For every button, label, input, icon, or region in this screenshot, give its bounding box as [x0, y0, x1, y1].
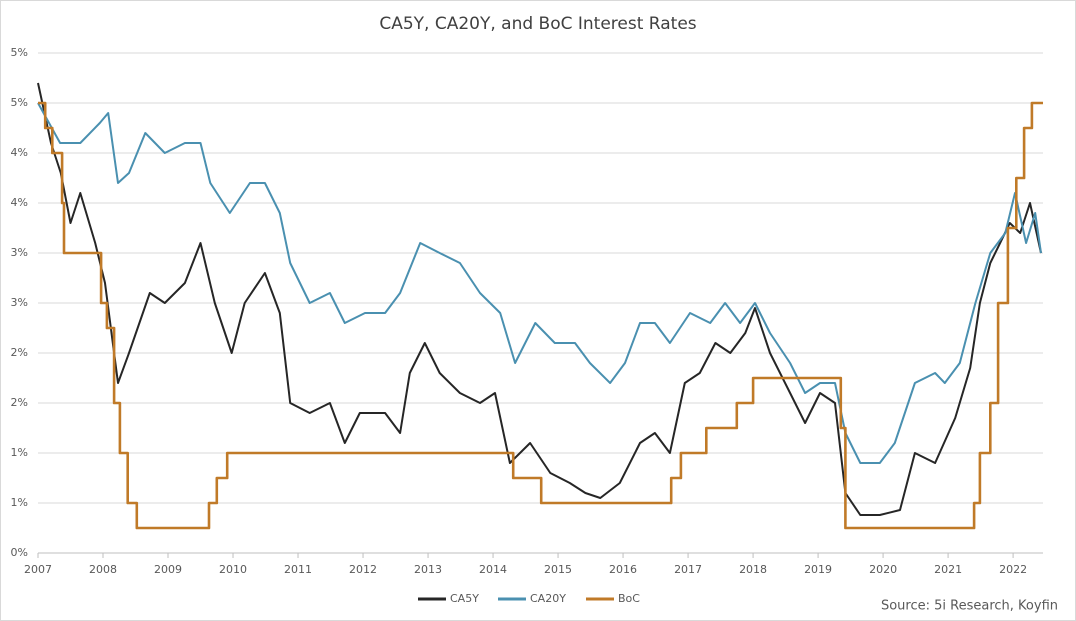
- x-tick-label: 2007: [24, 563, 52, 576]
- x-tick-label: 2010: [219, 563, 247, 576]
- y-tick-label: 0%: [11, 546, 28, 559]
- series-line: [37, 82, 1042, 516]
- x-tick-label: 2019: [804, 563, 832, 576]
- y-tick-label: 5%: [11, 96, 28, 109]
- x-tick-label: 2021: [934, 563, 962, 576]
- x-tick-label: 2009: [154, 563, 182, 576]
- series-line: [37, 102, 1042, 464]
- chart-title: CA5Y, CA20Y, and BoC Interest Rates: [379, 14, 696, 34]
- x-tick-label: 2016: [609, 563, 637, 576]
- x-tick-label: 2015: [544, 563, 572, 576]
- y-tick-label: 1%: [11, 446, 28, 459]
- x-tick-label: 2014: [479, 563, 507, 576]
- legend-label: BoC: [618, 592, 640, 605]
- source-note: Source: 5i Research, Koyfin: [881, 599, 1058, 614]
- y-tick-label: 1%: [11, 496, 28, 509]
- x-tick-label: 2020: [869, 563, 897, 576]
- series-line: [38, 101, 1043, 530]
- legend-label: CA5Y: [450, 592, 479, 605]
- y-tick-label: 3%: [11, 296, 28, 309]
- x-tick-label: 2022: [999, 563, 1027, 576]
- y-tick-label: 4%: [11, 196, 28, 209]
- x-tick-label: 2018: [739, 563, 767, 576]
- x-tick-label: 2008: [89, 563, 117, 576]
- x-tick-label: 2013: [414, 563, 442, 576]
- y-tick-label: 2%: [11, 396, 28, 409]
- x-tick-label: 2017: [674, 563, 702, 576]
- y-tick-label: 4%: [11, 146, 28, 159]
- y-tick-label: 2%: [11, 346, 28, 359]
- y-tick-label: 3%: [11, 246, 28, 259]
- x-tick-label: 2011: [284, 563, 312, 576]
- y-tick-label: 5%: [11, 46, 28, 59]
- legend-label: CA20Y: [530, 592, 566, 605]
- x-tick-label: 2012: [349, 563, 377, 576]
